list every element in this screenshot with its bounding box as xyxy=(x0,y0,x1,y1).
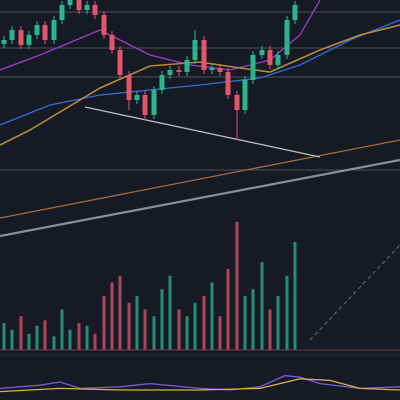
candle-body xyxy=(250,55,256,80)
volume-bar xyxy=(226,269,230,350)
volume-bar xyxy=(218,316,222,350)
candle-body xyxy=(142,95,148,115)
candle-body xyxy=(225,72,231,95)
volume-bar xyxy=(2,323,6,350)
volume-bar xyxy=(160,289,164,350)
candle-body xyxy=(26,35,32,45)
volume-bar xyxy=(185,316,189,350)
candle-body xyxy=(92,5,98,15)
volume-bar xyxy=(243,296,247,350)
candle-body xyxy=(117,50,123,75)
oscillator-line xyxy=(0,378,400,393)
candle-body xyxy=(151,90,157,115)
candle-body xyxy=(259,50,265,55)
candle-body xyxy=(167,70,173,75)
volume-bar xyxy=(102,296,106,350)
volume-bar xyxy=(110,282,114,350)
volume-bar xyxy=(93,333,97,350)
volume-bar xyxy=(27,333,31,350)
candle-body xyxy=(42,25,48,40)
volume-bar xyxy=(268,309,272,350)
candle-body xyxy=(84,5,90,10)
candle-body xyxy=(292,5,298,20)
volume-bar xyxy=(293,242,297,350)
volume-bar xyxy=(143,309,147,350)
candle-body xyxy=(109,35,115,50)
candle-body xyxy=(275,55,281,65)
candle-body xyxy=(209,68,215,70)
candle-body xyxy=(126,75,132,100)
candle-body xyxy=(192,40,198,60)
oscillator-pane xyxy=(0,374,400,393)
volume-bar xyxy=(68,329,72,350)
volume-bar xyxy=(168,275,172,350)
volume-bar xyxy=(202,296,206,350)
volume-bar xyxy=(118,275,122,350)
indicator-line xyxy=(309,244,400,341)
volume-bar xyxy=(60,309,64,350)
volume-bar xyxy=(235,221,239,350)
candle-body xyxy=(1,40,7,44)
volume-bar xyxy=(35,325,39,350)
indicator-line xyxy=(0,139,400,219)
volume-bar xyxy=(152,316,156,350)
candle-body xyxy=(67,0,73,5)
price-pane xyxy=(0,0,400,351)
volume-bar xyxy=(260,262,264,350)
volume-bar xyxy=(276,296,280,350)
candle-body xyxy=(76,0,82,10)
candle-body xyxy=(59,5,65,20)
candle-body xyxy=(176,70,182,72)
candle-body xyxy=(134,95,140,100)
volume-bar xyxy=(127,302,131,350)
volume-bar xyxy=(85,325,89,350)
candle-body xyxy=(234,95,240,110)
candle-body xyxy=(18,30,24,45)
indicator-line xyxy=(84,106,321,158)
candle-body xyxy=(267,50,273,65)
candle-body xyxy=(217,68,223,72)
indicator-line xyxy=(0,19,400,126)
candle-body xyxy=(242,80,248,110)
volume-bar xyxy=(10,329,14,350)
volume-bar xyxy=(285,275,289,350)
indicator-line xyxy=(0,158,400,238)
volume-bar xyxy=(193,302,197,350)
volume-bar xyxy=(251,289,255,350)
volume-bar xyxy=(77,323,81,350)
candle-body xyxy=(201,40,207,70)
candle-body xyxy=(9,30,15,40)
candle-body xyxy=(34,25,40,35)
volume-bar xyxy=(210,282,214,350)
candle-body xyxy=(159,75,165,90)
volume-bar xyxy=(19,316,23,350)
candle-body xyxy=(51,20,57,40)
candle-body xyxy=(284,20,290,55)
candle-body xyxy=(184,60,190,72)
candle-body xyxy=(101,15,107,35)
volume-bar xyxy=(135,296,139,350)
volume-bar xyxy=(43,320,47,350)
volume-bar xyxy=(52,336,56,350)
volume-bar xyxy=(177,309,181,350)
